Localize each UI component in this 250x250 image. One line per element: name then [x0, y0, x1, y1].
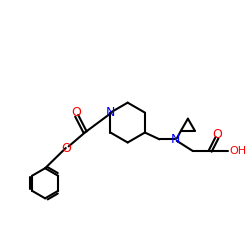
Text: N: N [106, 106, 115, 119]
Text: N: N [170, 133, 180, 146]
Text: O: O [212, 128, 222, 141]
Text: O: O [61, 142, 71, 154]
Text: O: O [72, 106, 82, 119]
Text: OH: OH [229, 146, 246, 156]
